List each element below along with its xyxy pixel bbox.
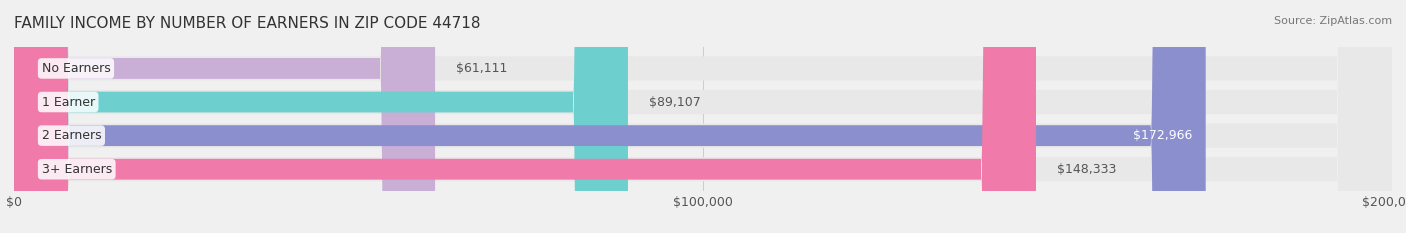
Text: No Earners: No Earners bbox=[42, 62, 110, 75]
Text: $148,333: $148,333 bbox=[1057, 163, 1116, 176]
FancyBboxPatch shape bbox=[14, 0, 628, 233]
Text: 1 Earner: 1 Earner bbox=[42, 96, 94, 109]
FancyBboxPatch shape bbox=[14, 0, 1392, 233]
FancyBboxPatch shape bbox=[14, 0, 1036, 233]
FancyBboxPatch shape bbox=[14, 0, 1392, 233]
FancyBboxPatch shape bbox=[14, 0, 1392, 233]
Text: $89,107: $89,107 bbox=[648, 96, 700, 109]
Text: $61,111: $61,111 bbox=[456, 62, 508, 75]
Text: FAMILY INCOME BY NUMBER OF EARNERS IN ZIP CODE 44718: FAMILY INCOME BY NUMBER OF EARNERS IN ZI… bbox=[14, 16, 481, 31]
FancyBboxPatch shape bbox=[14, 0, 1206, 233]
FancyBboxPatch shape bbox=[14, 0, 1392, 233]
FancyBboxPatch shape bbox=[14, 0, 434, 233]
Text: 3+ Earners: 3+ Earners bbox=[42, 163, 112, 176]
Text: Source: ZipAtlas.com: Source: ZipAtlas.com bbox=[1274, 16, 1392, 26]
Text: $172,966: $172,966 bbox=[1133, 129, 1192, 142]
Text: 2 Earners: 2 Earners bbox=[42, 129, 101, 142]
